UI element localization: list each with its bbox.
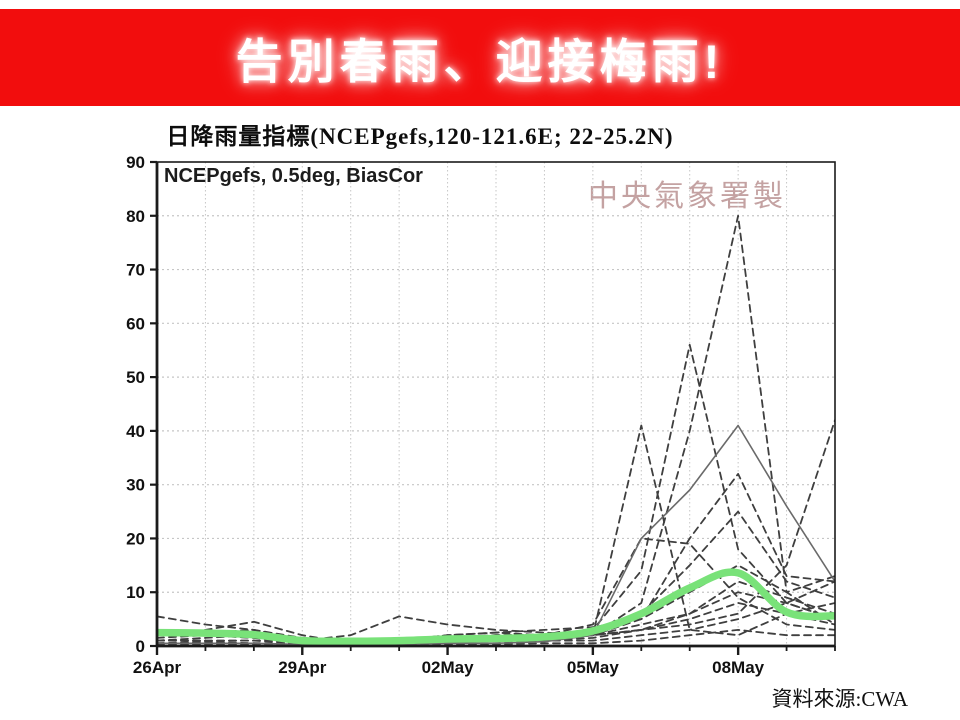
data-source: 資料來源:CWA (771, 687, 909, 711)
x-tick-label: 29Apr (278, 658, 327, 677)
y-tick-label: 40 (126, 422, 145, 441)
y-tick-label: 50 (126, 368, 145, 387)
y-tick-label: 30 (126, 476, 145, 495)
chart-title: 日降雨量指標(NCEPgefs,120-121.6E; 22-25.2N) (166, 124, 674, 149)
y-tick-label: 90 (126, 153, 145, 172)
series-ensemble-mean (157, 568, 835, 646)
x-tick-label: 08May (712, 658, 765, 677)
x-tick-label: 26Apr (133, 658, 182, 677)
y-tick-label: 60 (126, 314, 145, 333)
y-tick-label: 80 (126, 207, 145, 226)
y-tick-label: 0 (136, 637, 145, 656)
y-tick-label: 70 (126, 261, 145, 280)
watermark: 中央氣象署製 (588, 180, 786, 213)
banner-title: 告別春雨、迎接梅雨! (235, 35, 725, 88)
banner: 告別春雨、迎接梅雨! (0, 9, 960, 106)
y-tick-label: 10 (126, 583, 145, 602)
chart-annotation: NCEPgefs, 0.5deg, BiasCor (164, 165, 423, 187)
x-tick-label: 02May (422, 658, 475, 677)
series-control (157, 424, 835, 646)
y-tick-label: 20 (126, 529, 145, 548)
x-tick-label: 05May (567, 658, 620, 677)
